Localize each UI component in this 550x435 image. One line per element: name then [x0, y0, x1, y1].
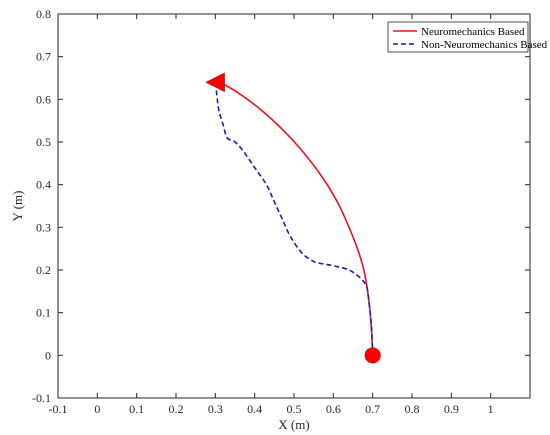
x-tick-label: 0.2: [169, 402, 184, 416]
axis-ticks: -0.1 0 0.1 0.2 0.3 0.4 0.5 0.6 0.7 0.8 0.9 1 -0.1 0 0.…: [32, 7, 530, 416]
series-layer: [214, 79, 374, 356]
x-tick-label: 0.3: [208, 402, 223, 416]
plot-area: [57, 13, 531, 399]
y-tick-label: 0.5: [36, 135, 51, 149]
start-marker: [364, 347, 381, 364]
x-tick-label: 0.4: [247, 402, 262, 416]
marker-layer: [205, 72, 381, 364]
x-tick-label: 0.5: [287, 402, 302, 416]
y-tick-label: 0.3: [36, 220, 51, 234]
y-tick-label: -0.1: [32, 391, 51, 405]
legend-label-non-neuromechanics: Non-Neuromechanics Based: [421, 39, 548, 51]
legend-box: [387, 21, 529, 53]
x-tick-label: -0.1: [49, 402, 68, 416]
x-tick-label: 0.1: [129, 402, 144, 416]
legend: Neuromechanics Based Non-Neuromechanics …: [387, 21, 548, 53]
y-tick-label: 0.7: [36, 50, 51, 64]
x-tick-label: 0.8: [405, 402, 420, 416]
y-tick-label: 0.1: [36, 306, 51, 320]
y-tick-label: 0.6: [36, 92, 51, 106]
x-tick-label: 0.9: [444, 402, 459, 416]
y-tick-label: 0.8: [36, 7, 51, 21]
series-line-non-neuromechanics: [214, 80, 374, 356]
x-tick-label: 0: [94, 402, 100, 416]
y-axis-label: Y (m): [10, 191, 25, 222]
legend-label-neuromechanics: Neuromechanics Based: [421, 26, 525, 38]
y-tick-label: 0.4: [36, 178, 51, 192]
x-tick-label: 0.7: [365, 402, 380, 416]
end-marker: [205, 72, 225, 93]
x-tick-label: 1: [488, 402, 494, 416]
x-tick-label: 0.6: [326, 402, 341, 416]
y-tick-label: 0.2: [36, 263, 51, 277]
series-line-neuromechanics: [214, 79, 374, 356]
x-axis-label: X (m): [278, 417, 309, 432]
y-tick-label: 0: [45, 348, 51, 362]
